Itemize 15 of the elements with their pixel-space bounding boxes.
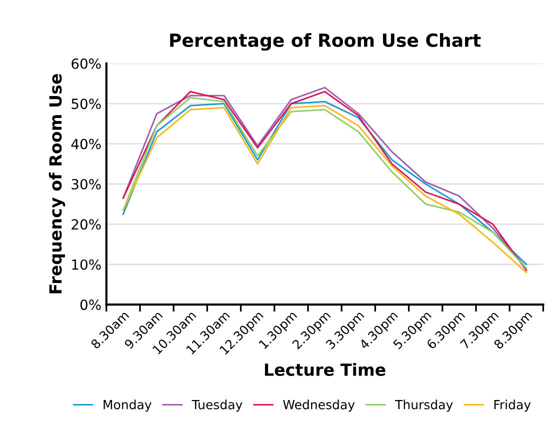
legend-label: Tuesday [192, 400, 242, 412]
legend-label: Wednesday [283, 400, 355, 412]
x-axis-title: Lecture Time [264, 363, 386, 376]
y-tick-label: 40% [71, 138, 101, 150]
y-tick-label: 10% [72, 259, 101, 270]
y-tick-label: 20% [72, 219, 101, 230]
chart-title: Percentage of Room Use Chart [170, 33, 481, 51]
y-axis-title: Frequency of Room Use [48, 74, 66, 294]
legend-label: Monday [104, 400, 152, 412]
legend-label: Friday [494, 400, 531, 412]
y-tick-label: 50% [72, 98, 101, 110]
y-tick-label: 60% [72, 58, 101, 69]
y-tick-label: 0% [80, 300, 101, 310]
y-tick-label: 30% [72, 178, 101, 190]
legend-label: Thursday [395, 400, 453, 412]
